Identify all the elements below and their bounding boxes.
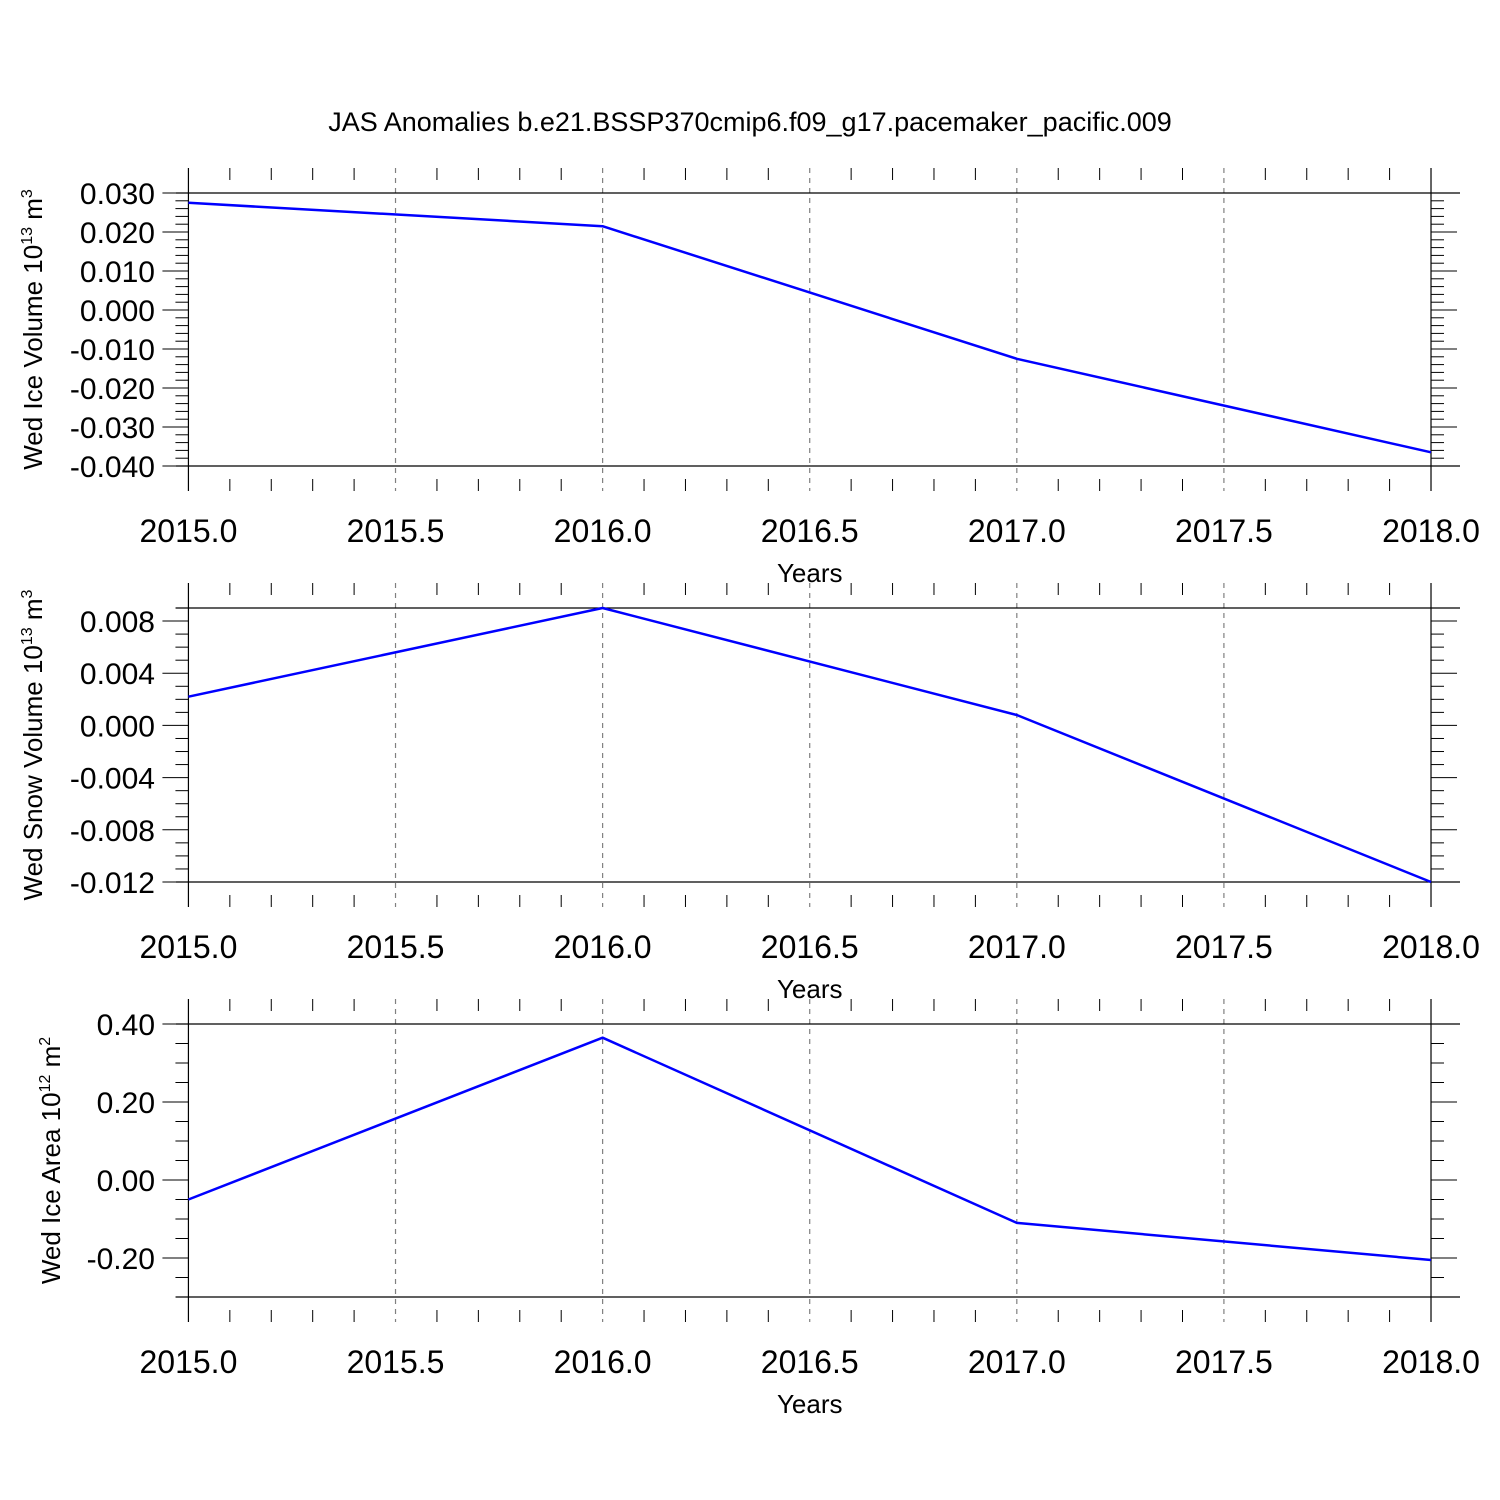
y-tick-label: -0.040	[70, 451, 155, 484]
x-tick-label: 2015.0	[139, 513, 237, 549]
x-tick-label: 2016.5	[761, 513, 859, 549]
y-tick-label: 0.004	[80, 658, 155, 691]
y-axis-title-superscript: 2	[37, 1037, 54, 1046]
y-axis-title: Wed Snow Volume 1013 m3	[18, 589, 48, 900]
y-tick-label: 0.000	[80, 710, 155, 743]
x-tick-label: 2016.5	[761, 929, 859, 965]
series-line	[188, 201, 1432, 454]
y-axis-title-part: Wed Snow Volume 10	[18, 645, 48, 900]
x-tick-label: 2017.0	[968, 1344, 1066, 1380]
y-tick-label: 0.030	[80, 178, 155, 211]
chart-panel-2: 0.008 0.004 0.000 -0.004 -0.008 -0.012 2015.0 2…	[18, 583, 1480, 1004]
y-axis-title-superscript: 12	[37, 1075, 54, 1093]
y-tick-label: 0.008	[80, 606, 155, 639]
x-tick-label: 2015.0	[139, 929, 237, 965]
x-tick-label: 2015.5	[347, 1344, 445, 1380]
y-tick-label: -0.012	[70, 867, 155, 900]
y-axis-title: Wed Ice Volume 1013 m3	[18, 189, 48, 470]
y-tick-label: 0.020	[80, 217, 155, 250]
x-tick-label: 2015.5	[347, 929, 445, 965]
x-tick-label: 2017.0	[968, 929, 1066, 965]
x-tick-label: 2018.0	[1382, 1344, 1480, 1380]
y-tick-label: 0.000	[80, 295, 155, 328]
y-tick-label: -0.030	[70, 412, 155, 445]
y-axis-title-part: m	[18, 198, 48, 227]
x-tick-label: 2016.0	[554, 929, 652, 965]
series-line	[187, 1036, 1432, 1262]
series-line	[188, 606, 1432, 884]
y-axis-title-part: Wed Ice Volume 10	[18, 245, 48, 470]
y-tick-label: 0.40	[97, 1009, 155, 1042]
x-tick-label: 2015.0	[139, 1344, 237, 1380]
x-tick-label: 2015.5	[347, 513, 445, 549]
x-axis-title: Years	[777, 1389, 843, 1419]
x-tick-label: 2017.5	[1175, 513, 1273, 549]
x-tick-label: 2016.0	[554, 1344, 652, 1380]
y-axis-title-superscript: 13	[19, 627, 36, 645]
x-tick-label: 2018.0	[1382, 513, 1480, 549]
y-axis-title-part: m	[18, 598, 48, 627]
y-tick-label: -0.004	[70, 763, 155, 796]
x-tick-label: 2017.5	[1175, 1344, 1273, 1380]
y-axis-title-superscript: 3	[19, 189, 36, 198]
y-tick-label: -0.20	[87, 1243, 155, 1276]
y-tick-label: -0.020	[70, 373, 155, 406]
y-tick-label: 0.00	[97, 1165, 155, 1198]
y-tick-label: 0.010	[80, 256, 155, 289]
chart-panel-3: 0.40 0.20 0.00 -0.20 2015.0 2015.5 2016.0 2016.…	[36, 999, 1480, 1419]
x-tick-label: 2018.0	[1382, 929, 1480, 965]
y-tick-label: 0.20	[97, 1087, 155, 1120]
panels: 0.030 0.020 0.010 0.000 -0.010 -0.020 -0.030 -0…	[18, 168, 1480, 1419]
x-tick-label: 2017.5	[1175, 929, 1273, 965]
y-axis-title-superscript: 3	[19, 589, 36, 598]
x-tick-label: 2016.0	[554, 513, 652, 549]
y-tick-label: -0.008	[70, 815, 155, 848]
chart-panel-1: 0.030 0.020 0.010 0.000 -0.010 -0.020 -0.030 -0…	[18, 168, 1480, 588]
y-axis-title-part: Wed Ice Area 10	[36, 1092, 66, 1284]
y-axis-title: Wed Ice Area 1012 m2	[36, 1037, 66, 1284]
y-tick-label: -0.010	[70, 334, 155, 367]
y-axis-title-superscript: 13	[19, 227, 36, 245]
x-tick-label: 2016.5	[761, 1344, 859, 1380]
y-axis-title-part: m	[36, 1046, 66, 1075]
chart-title: JAS Anomalies b.e21.BSSP370cmip6.f09_g17…	[328, 107, 1172, 137]
x-tick-label: 2017.0	[968, 513, 1066, 549]
